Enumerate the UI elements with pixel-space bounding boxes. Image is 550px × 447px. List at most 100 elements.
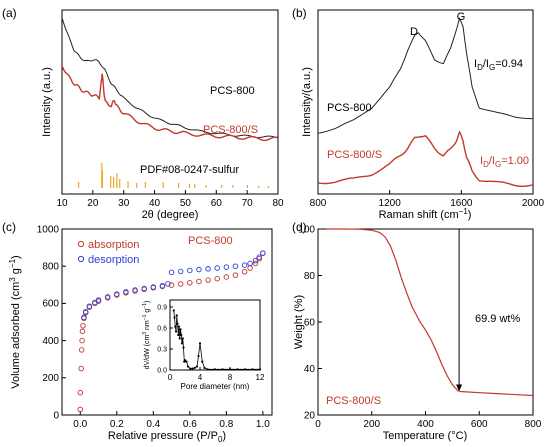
panel-c-desorption-point-11 [177,268,184,275]
panel-c-inset-points [172,309,262,371]
panel-c-y-tick-label-0: 0 [53,410,59,421]
panel-b-series-pcs800s [317,130,534,187]
panel-b-x-tick-label-1200: 1200 [379,198,402,209]
panel-c-absorption-point-22 [196,278,202,285]
panel-d-letter: (d) [292,220,307,234]
panel-c-legend-absorption: absorption [88,239,139,251]
panel-c-inset-point-25 [203,366,206,369]
panel-c-y-tick-label-200: 200 [42,373,59,384]
panel-c-desorption-point-3 [247,260,253,267]
panel-b-letter: (b) [292,6,307,20]
panel-c-inset: 0 4 8 12 0.0 0.3 0.6 0.9 Pore diameter (nm) dV… [142,299,265,391]
panel-c-inset-y-ticks: 0.0 0.3 0.6 0.9 [157,304,173,374]
panel-d-y-tick-label-20: 20 [304,410,316,421]
panel-c-inset-point-22 [197,354,200,358]
panel-c-inset-point-6 [177,333,180,337]
panel-a-letter: (a) [2,6,17,20]
panel-b-ratio-pcs800: ID/IG=0.94 [474,58,523,72]
panel-c-inset-point-28 [221,368,224,371]
panel-c-legend-marker-desorption [77,255,85,263]
panel-c-frame [61,228,273,416]
panel-c-inset-point-26 [206,368,209,371]
panel-c-absorption-point-26 [232,272,239,278]
panel-c-desorption-point-2 [252,257,259,264]
panel-b: (b) 800 1200 1600 2000 D G ID/IG=0.94 ID/IG… [292,6,545,221]
panel-c-desorption-point-16 [141,285,147,292]
panel-d: (d) 0 200 400 600 800 20 40 60 80 100 69.9 wt% P… [292,220,542,442]
panel-a-frame [61,9,279,195]
panel-c-absorption-point-6 [80,322,86,329]
panel-c-inset-point-5 [176,322,179,325]
panel-c-absorption-point-3 [78,347,85,353]
panel-c-inset-point-2 [174,325,177,328]
panel-d-y-ticks: 20 40 60 80 100 [298,224,322,421]
panel-c-inset-x-tick-label-8: 8 [228,373,233,382]
panel-c-absorption-point-20 [177,281,184,287]
panel-c-desorption-point-1 [256,254,262,261]
panel-c-inset-point-16 [185,360,188,363]
panel-a-x-tick-label-80: 80 [272,198,284,209]
panel-c-absorption-point-25 [223,274,230,280]
panel-d-y-tick-label-100: 100 [298,224,315,235]
panel-c-inset-x-tick-label-4: 4 [198,373,203,382]
panel-c-desorption-point-25 [81,314,87,321]
panel-c-absorption-point-4 [79,337,85,344]
panel-b-ratio-pcs800s: ID/IG=1.00 [480,155,529,169]
panel-c-desorption-point-18 [123,289,129,295]
panel-a-reference-peaks [78,163,270,188]
panel-c-inset-point-19 [191,367,194,370]
panel-c-desorption-point-10 [187,267,193,274]
panel-b-frame [317,9,534,195]
panel-c-x-tick-label-1: 1.0 [256,419,270,430]
panel-c-desorption-point-13 [165,281,171,287]
panel-c-desorption-point-6 [223,264,230,270]
panel-a-label-reference: PDF#08-0247-sulfur [140,164,239,176]
panel-c-inset-point-7 [177,325,181,328]
panel-c-inset-y-tick-label-0.6: 0.6 [157,325,167,332]
panel-a-series-pcs800s [61,64,279,142]
panel-c-inset-y-tick-label-0.3: 0.3 [157,346,167,353]
panel-a-x-tick-label-30: 30 [118,198,130,209]
panel-b-ylabel: Intensity/(a.u.) [301,67,313,137]
panel-c-inset-point-21 [195,365,199,368]
panel-c-absorption-point-29 [252,260,259,267]
panel-c-desorption-point-22 [92,299,98,306]
panel-c-absorption-point-0 [77,406,84,413]
panel-c-desorption-point-14 [159,282,166,289]
panel-c-inset-line [173,310,260,370]
panel-c-desorption-point-23 [86,303,93,309]
panel-c-inset-point-11 [180,342,184,345]
panel-b-x-tick-label-800: 800 [310,198,327,209]
panel-c-y-tick-label-1000: 1000 [37,224,60,235]
panel-c-inset-point-27 [213,368,217,371]
panel-c-y-ticks: 0 200 400 600 800 1000 [37,224,66,421]
panel-c: (c) 0.0 0.2 0.4 0.6 0.8 1.0 0 200 400 600 800 1000… [2,220,273,444]
panel-c-desorption-point-5 [232,263,239,269]
panel-c-x-tick-label-0.2: 0.2 [110,419,124,430]
panel-d-x-tick-label-400: 400 [417,419,434,430]
panel-c-inset-point-23 [198,342,202,345]
panel-c-absorption-point-2 [78,365,84,372]
panel-c-inset-point-24 [201,360,204,363]
panel-c-inset-point-18 [189,367,192,370]
panel-b-x-ticks: 800 1200 1600 2000 [310,190,545,209]
panel-c-x-tick-label-0.4: 0.4 [146,419,160,430]
panel-a-xlabel: 2θ (degree) [142,209,199,221]
panel-c-x-tick-label-0: 0.0 [73,419,87,430]
panel-a-x-tick-label-10: 10 [56,198,68,209]
panel-c-inset-xlabel: Pore diameter (nm) [181,382,250,391]
panel-c-absorption-point-5 [79,328,86,335]
panel-c-inset-point-32 [251,368,254,371]
panel-c-inset-point-33 [258,368,262,371]
panel-c-absorption-point-23 [205,277,211,283]
panel-c-inset-point-20 [193,366,196,369]
panel-a-x-tick-label-60: 60 [211,198,223,209]
panel-c-letter: (c) [2,220,16,234]
panel-c-absorption-point-19 [168,282,175,288]
panel-c-inset-point-31 [243,368,247,371]
panel-c-absorption-point-24 [214,275,220,282]
panel-c-desorption-point-12 [168,269,175,276]
panel-a-x-ticks: 10 20 30 40 50 60 70 80 [56,190,284,209]
panel-a: (a) 10 20 30 40 50 60 70 80 PCS-800 PCS-800/S P… [2,6,284,221]
